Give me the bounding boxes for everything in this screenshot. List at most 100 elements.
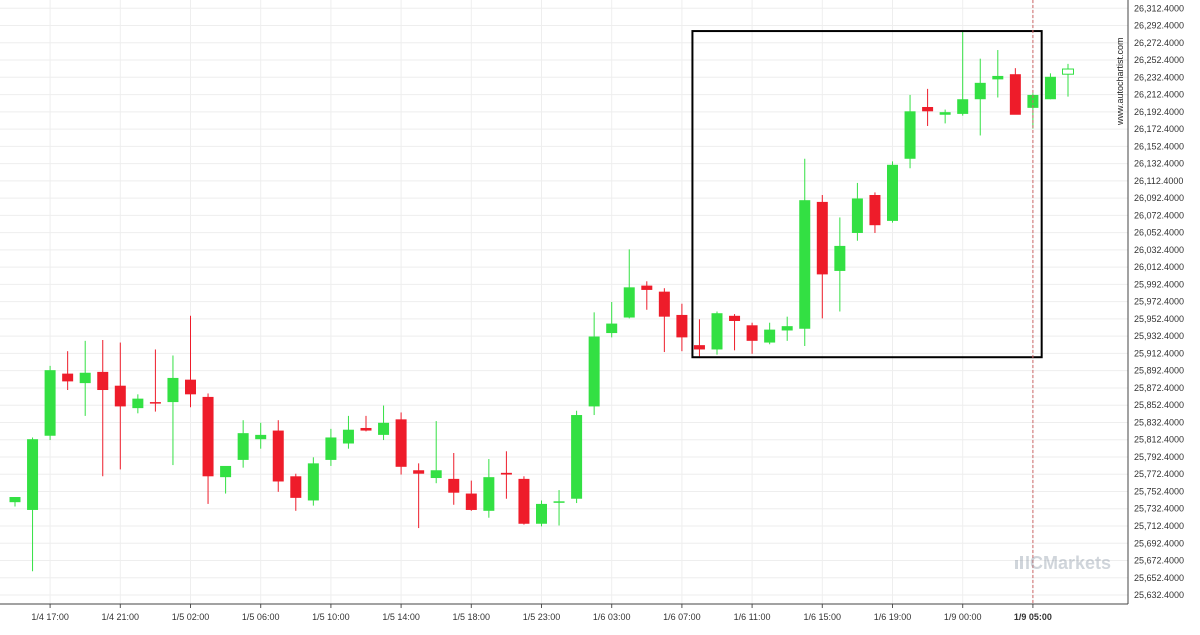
candle (518, 476, 530, 525)
x-tick-label: 1/5 18:00 (453, 612, 491, 622)
grid-layer (0, 0, 1128, 604)
candle-body (132, 398, 144, 409)
candle-body (97, 371, 109, 391)
candle-body (1044, 76, 1056, 100)
candle-body (237, 433, 249, 460)
candle (62, 351, 74, 391)
candle-body (307, 463, 319, 501)
candle-body (448, 478, 460, 493)
y-tick-label: 25,732.4000 (1134, 504, 1184, 514)
candle-body (834, 245, 846, 271)
candle (939, 109, 951, 124)
candle-body (676, 314, 688, 338)
candle-body (869, 195, 881, 226)
candle-body (27, 439, 39, 510)
x-tick-label: 1/5 06:00 (242, 612, 280, 622)
logo-bar (1020, 556, 1023, 569)
x-tick-label: 1/6 07:00 (663, 612, 701, 622)
candle-body (149, 402, 161, 404)
candle-body (764, 329, 776, 343)
candle-body (290, 476, 302, 498)
candle-body (957, 99, 969, 114)
x-tick-label: 1/6 03:00 (593, 612, 631, 622)
candle-body (992, 75, 1004, 80)
y-tick-label: 26,132.4000 (1134, 159, 1184, 169)
candle (430, 421, 442, 484)
candle-body (553, 501, 565, 503)
candle-body (9, 497, 21, 503)
candle-body (202, 396, 214, 477)
candle-body (255, 434, 267, 440)
candle (623, 249, 635, 319)
candle-body (272, 430, 284, 482)
y-tick-label: 25,932.4000 (1134, 331, 1184, 341)
candle-body (746, 325, 758, 341)
candle (44, 365, 56, 441)
candle-body (571, 415, 583, 499)
y-tick-label: 25,772.4000 (1134, 469, 1184, 479)
candle (571, 410, 583, 504)
y-tick-label: 25,852.4000 (1134, 400, 1184, 410)
candle-body (729, 315, 741, 321)
candle (974, 58, 986, 136)
candle-body (536, 503, 547, 524)
y-tick-label: 26,052.4000 (1134, 228, 1184, 238)
candle (606, 302, 618, 338)
candle (185, 315, 196, 408)
x-tick-label: 1/9 00:00 (944, 612, 982, 622)
overlay-layer: www.autochartist.com ICMarkets (691, 0, 1125, 604)
candle (588, 312, 600, 416)
y-tick-label: 25,652.4000 (1134, 573, 1184, 583)
candle-body (342, 429, 354, 444)
x-tick-label: 1/5 10:00 (312, 612, 350, 622)
candle-body (887, 164, 898, 221)
candle-body (220, 465, 232, 478)
y-tick-label: 25,952.4000 (1134, 314, 1184, 324)
logo-text: ICMarkets (1025, 553, 1111, 573)
candle (658, 288, 670, 353)
y-tick-label: 26,292.4000 (1134, 21, 1184, 31)
candle (693, 319, 705, 357)
candle (272, 420, 284, 492)
candle (764, 322, 776, 345)
candle (9, 497, 21, 507)
candle-body (413, 470, 425, 474)
candle-body (799, 200, 811, 329)
candle-body (974, 82, 986, 100)
y-tick-label: 25,632.4000 (1134, 590, 1184, 600)
candle (325, 428, 337, 466)
candle-body (360, 427, 372, 431)
candle-body (922, 106, 934, 112)
candle (448, 453, 460, 505)
x-tick-label: 1/5 14:00 (382, 612, 420, 622)
y-tick-label: 25,672.4000 (1134, 556, 1184, 566)
candle (220, 465, 232, 494)
candle (237, 420, 249, 468)
candle (957, 31, 969, 116)
y-tick-label: 26,172.4000 (1134, 124, 1184, 134)
candle-body (483, 477, 495, 511)
y-tick-label: 25,792.4000 (1134, 452, 1184, 462)
y-tick-label: 25,892.4000 (1134, 366, 1184, 376)
candle (676, 303, 688, 352)
watermark-url: www.autochartist.com (1115, 37, 1125, 126)
candle (290, 473, 302, 511)
y-tick-label: 26,272.4000 (1134, 38, 1184, 48)
candle (342, 415, 354, 449)
candle-body (378, 422, 390, 435)
candle-body (641, 285, 653, 290)
candle (378, 405, 390, 441)
candle-body (1009, 74, 1021, 115)
x-tick-label: 1/6 11:00 (734, 612, 771, 622)
candle (307, 457, 319, 506)
candle-body (711, 313, 723, 350)
x-tick-label: 1/5 02:00 (172, 612, 210, 622)
candle-body (693, 345, 705, 350)
candle-body (518, 478, 530, 524)
candle (711, 311, 723, 355)
candle (799, 158, 811, 347)
y-tick-label: 26,232.4000 (1134, 72, 1184, 82)
candle-body (851, 198, 863, 233)
